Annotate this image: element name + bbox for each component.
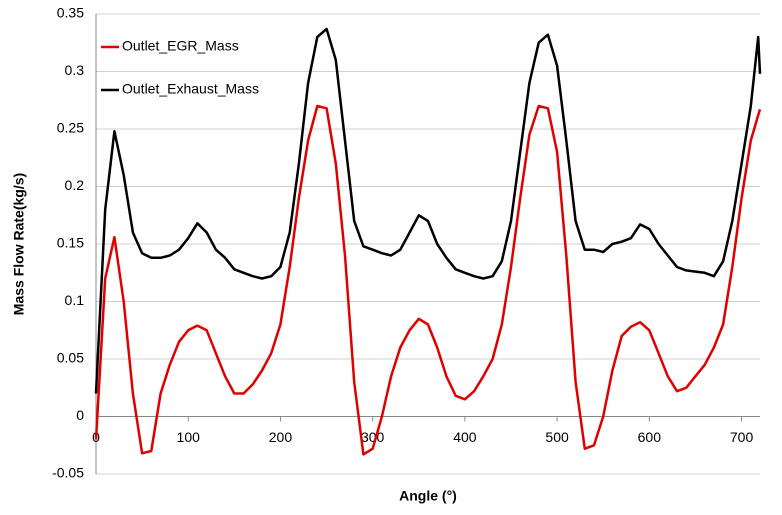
x-tick-label: 400: [453, 429, 477, 445]
series-line: [94, 104, 762, 456]
y-tick-label: 0.1: [65, 292, 85, 308]
y-axis-title: Mass Flow Rate(kg/s): [11, 173, 27, 315]
x-tick-label: 700: [730, 429, 754, 445]
series-line: [94, 27, 762, 394]
x-tick-label: 100: [177, 429, 201, 445]
y-tick-label: 0.35: [57, 5, 84, 21]
legend-label: Outlet_Exhaust_Mass: [122, 81, 259, 97]
x-tick-label: 500: [545, 429, 569, 445]
x-axis-title: Angle (°): [399, 488, 457, 504]
y-tick-label: 0.05: [57, 350, 84, 366]
y-tick-label: 0.25: [57, 120, 84, 136]
y-tick-label: 0: [76, 407, 84, 423]
y-tick-label: -0.05: [52, 465, 84, 481]
x-tick-label: 200: [269, 429, 293, 445]
y-tick-label: 0.3: [65, 62, 85, 78]
x-tick-label: 300: [361, 429, 385, 445]
x-tick-label: 600: [638, 429, 662, 445]
legend-label: Outlet_EGR_Mass: [122, 38, 239, 54]
y-tick-label: 0.2: [65, 177, 85, 193]
y-tick-label: 0.15: [57, 235, 84, 251]
